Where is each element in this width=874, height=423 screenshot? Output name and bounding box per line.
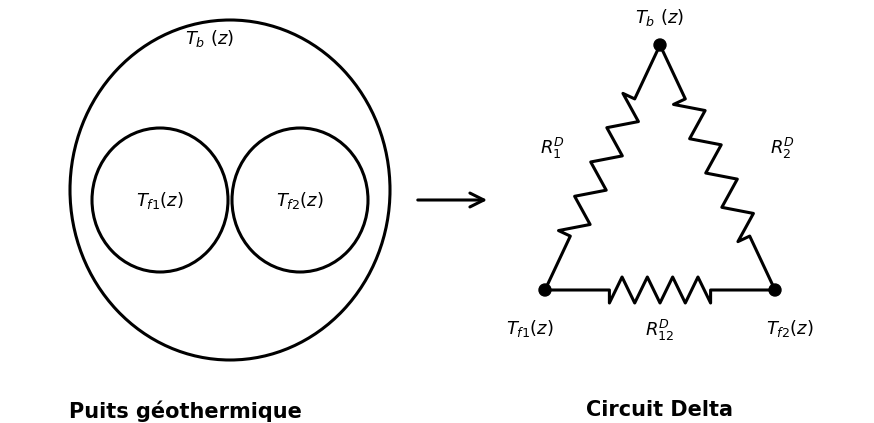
Text: $T_b\ (z)$: $T_b\ (z)$ [635, 7, 684, 28]
Text: $T_{f1}(z)$: $T_{f1}(z)$ [136, 190, 184, 211]
Text: $T_{f1}(z)$: $T_{f1}(z)$ [506, 318, 554, 339]
Text: $R_2^D$: $R_2^D$ [770, 135, 794, 161]
Circle shape [539, 284, 551, 296]
Circle shape [769, 284, 781, 296]
Text: $T_{f2}(z)$: $T_{f2}(z)$ [766, 318, 814, 339]
Text: $R_{12}^D$: $R_{12}^D$ [645, 318, 675, 343]
Text: $T_b\ (z)$: $T_b\ (z)$ [185, 28, 234, 49]
Text: $R_1^D$: $R_1^D$ [540, 135, 565, 161]
Circle shape [654, 39, 666, 51]
Text: $T_{f2}(z)$: $T_{f2}(z)$ [276, 190, 324, 211]
Text: Circuit Delta: Circuit Delta [586, 400, 733, 420]
Text: Puits géothermique: Puits géothermique [68, 400, 302, 421]
